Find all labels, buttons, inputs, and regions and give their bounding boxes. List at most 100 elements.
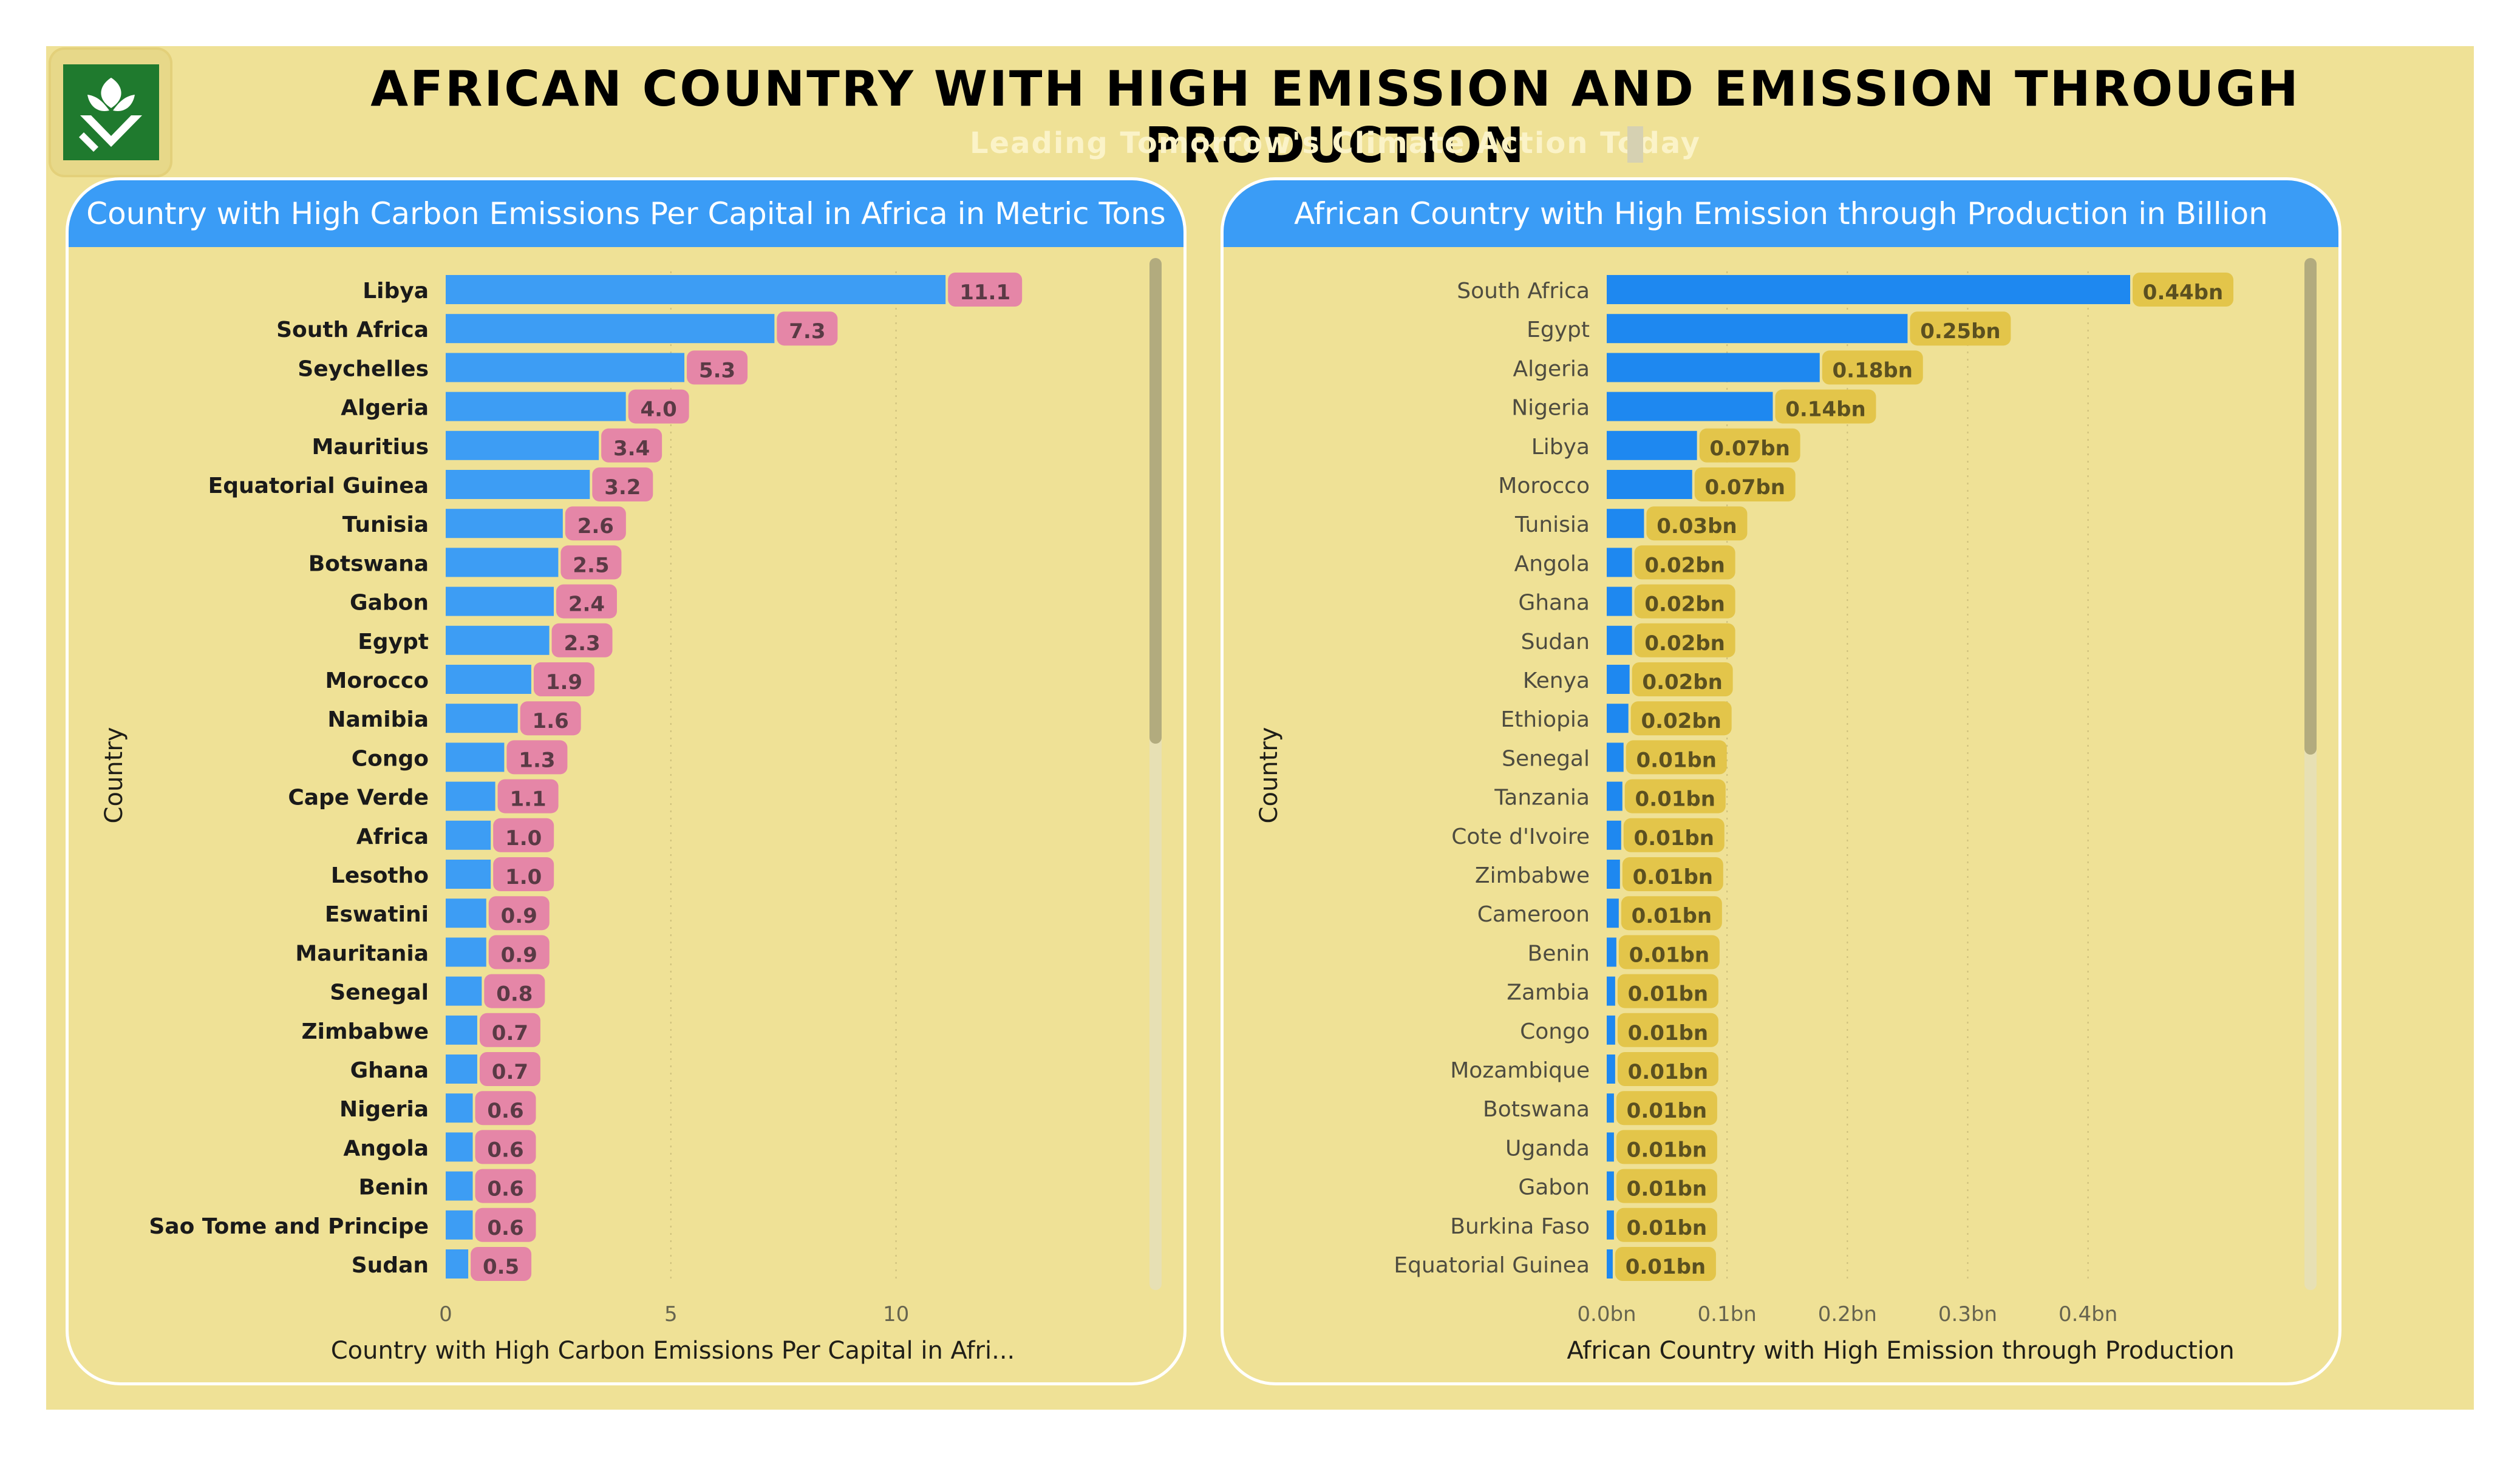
bar[interactable] (446, 860, 491, 889)
bar[interactable] (1607, 976, 1615, 1006)
data-label-box (484, 974, 545, 1008)
bar[interactable] (1607, 1055, 1615, 1084)
bar[interactable] (446, 625, 550, 655)
category-label: Zimbabwe (302, 1019, 429, 1044)
bar[interactable] (446, 1015, 477, 1045)
bar[interactable] (446, 586, 554, 616)
bar[interactable] (1607, 937, 1616, 967)
bar[interactable] (446, 1093, 473, 1123)
data-label: 0.01bn (1636, 748, 1717, 772)
category-label: Cameroon (1477, 902, 1590, 927)
data-label-box (475, 1130, 536, 1164)
bar[interactable] (1607, 898, 1619, 928)
bar[interactable] (1607, 392, 1773, 421)
data-label-box (479, 1013, 540, 1047)
bar[interactable] (446, 353, 685, 382)
category-label: Equatorial Guinea (1394, 1253, 1590, 1278)
bar[interactable] (1607, 353, 1820, 382)
bar[interactable] (1607, 665, 1630, 694)
bar[interactable] (1607, 820, 1621, 850)
bar[interactable] (446, 275, 946, 304)
category-label: Libya (363, 279, 429, 304)
x-tick-label: 10 (883, 1302, 909, 1326)
bar[interactable] (446, 470, 590, 499)
bar[interactable] (1607, 1093, 1614, 1123)
bar[interactable] (1607, 1249, 1613, 1279)
category-label: Africa (356, 824, 429, 849)
bar[interactable] (1607, 781, 1623, 811)
bar[interactable] (1607, 625, 1632, 655)
bar[interactable] (446, 314, 775, 344)
bar[interactable] (446, 820, 491, 850)
bar[interactable] (446, 1249, 469, 1279)
data-label: 0.9 (501, 904, 537, 928)
data-label: 0.01bn (1627, 1099, 1707, 1123)
data-label-box (1616, 1091, 1717, 1126)
bar[interactable] (446, 509, 563, 538)
bar[interactable] (446, 1132, 473, 1162)
category-label: Algeria (341, 396, 429, 421)
category-label: Kenya (1523, 668, 1590, 693)
bar[interactable] (446, 937, 486, 967)
data-label: 0.7 (492, 1021, 528, 1045)
bar[interactable] (1607, 275, 2131, 304)
bar[interactable] (446, 1210, 473, 1240)
data-label-box (601, 428, 662, 463)
category-label: Namibia (327, 707, 429, 732)
data-label: 0.02bn (1644, 593, 1725, 617)
bar[interactable] (1607, 1210, 1614, 1240)
y-axis-title: Country (1255, 727, 1283, 824)
bar[interactable] (446, 1171, 473, 1201)
bar[interactable] (1607, 548, 1632, 577)
category-label: Angola (1514, 551, 1590, 576)
x-tick-label: 5 (664, 1302, 678, 1326)
bar[interactable] (1607, 1132, 1614, 1162)
data-label-box (592, 467, 653, 501)
data-label-box (560, 545, 622, 580)
scrollbar-thumb[interactable] (1149, 258, 1162, 744)
data-label: 0.01bn (1628, 982, 1708, 1007)
bar[interactable] (1607, 314, 1908, 344)
data-label: 4.0 (641, 398, 677, 422)
bar[interactable] (446, 1055, 477, 1084)
bar[interactable] (446, 548, 559, 577)
bar[interactable] (1607, 860, 1620, 889)
data-label: 1.0 (505, 865, 542, 889)
data-label: 0.6 (487, 1138, 523, 1162)
bar[interactable] (446, 781, 495, 811)
bar[interactable] (1607, 704, 1629, 733)
data-label: 0.8 (496, 982, 533, 1007)
data-label-box (1621, 896, 1722, 931)
bar[interactable] (1607, 470, 1692, 499)
category-label: Mauritania (295, 941, 429, 966)
bar[interactable] (1607, 430, 1697, 460)
data-label-box (533, 662, 594, 696)
x-tick-label: 0.0bn (1577, 1302, 1636, 1326)
data-label-box (1634, 623, 1735, 657)
bar[interactable] (446, 430, 599, 460)
scrollbar-thumb[interactable] (2304, 258, 2317, 755)
data-label: 0.01bn (1632, 904, 1712, 928)
x-tick-label: 0.4bn (2059, 1302, 2117, 1326)
bar[interactable] (1607, 1171, 1614, 1201)
data-label-box (493, 857, 554, 891)
bar[interactable] (1607, 1015, 1615, 1045)
bar[interactable] (446, 665, 531, 694)
data-label-box (471, 1247, 532, 1281)
bar[interactable] (446, 742, 505, 772)
data-label: 0.5 (483, 1255, 519, 1279)
bar[interactable] (446, 392, 626, 421)
bar[interactable] (1607, 586, 1632, 616)
bar[interactable] (1607, 742, 1624, 772)
bar[interactable] (1607, 509, 1644, 538)
data-label-box (1775, 389, 1876, 424)
data-label: 0.01bn (1633, 865, 1713, 889)
data-label: 0.6 (487, 1099, 523, 1123)
bar[interactable] (446, 898, 486, 928)
per-capita-panel-title: Country with High Carbon Emissions Per C… (69, 180, 1183, 247)
data-label: 0.07bn (1704, 475, 1785, 500)
bar[interactable] (446, 976, 482, 1006)
data-label-box (628, 389, 689, 424)
data-label: 5.3 (699, 358, 735, 382)
bar[interactable] (446, 704, 518, 733)
